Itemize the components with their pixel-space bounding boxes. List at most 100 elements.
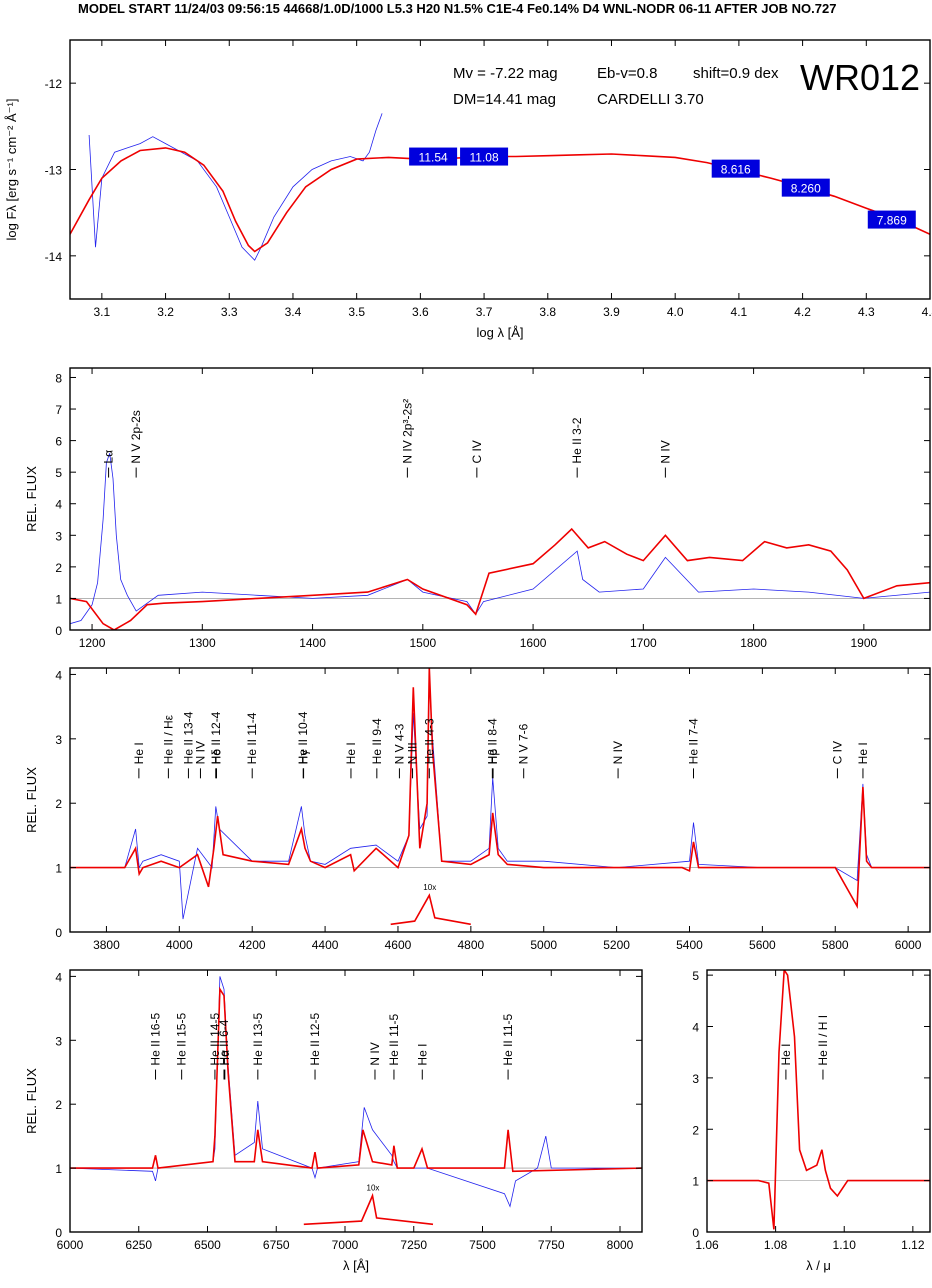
line-id-label: He II / H I (816, 1015, 830, 1066)
x-axis-label: λ [Å] (343, 1258, 369, 1273)
y-tick-label: 5 (692, 969, 699, 983)
plot-frame (69, 667, 931, 933)
panel-red: 10x 6000 6250 6500 6750 7000 7250 7500 7750 8000 0… (24, 969, 643, 1273)
line-id-label: N V 7-6 (517, 723, 531, 764)
line-id-label: He I (415, 1044, 429, 1066)
x-tick-label: 4400 (312, 938, 339, 952)
y-tick-label: 4 (692, 1021, 699, 1035)
x-tick-label: 6250 (125, 1238, 152, 1252)
line-id-label: He II 16-5 (149, 1013, 163, 1066)
x-tick-label: 5000 (530, 938, 557, 952)
y-tick-label: 4 (55, 498, 62, 512)
series-group (70, 976, 642, 1226)
x-tick-label: 5600 (749, 938, 776, 952)
y-tick-label: 5 (55, 466, 62, 480)
line-id-label: N III (406, 742, 420, 764)
photometry-label: 8.616 (721, 163, 751, 177)
star-name: WR012 (800, 57, 920, 98)
photometry-label: 7.869 (877, 214, 907, 228)
y-tick-label: 4 (55, 668, 62, 682)
line-id-label: N V 2p-2s (129, 410, 143, 463)
header-text: MODEL START 11/24/03 09:56:15 44668/1.0D… (78, 1, 836, 16)
ebv-annotation: Eb-v=0.8 (597, 65, 657, 82)
x-axis-label: log λ [Å] (477, 325, 524, 340)
y-tick-label: 4 (55, 970, 62, 984)
y-axis-label: log Fλ [erg s⁻¹ cm⁻² Å⁻¹] (4, 99, 19, 241)
model-spectrum-line (707, 970, 930, 1230)
x-tick-label: 6500 (194, 1238, 221, 1252)
y-tick-label: 2 (55, 1098, 62, 1112)
y-tick-label: 6 (55, 435, 62, 449)
panel-uv: 1200 1300 1400 1500 1600 1700 1800 1900 0 1 2 3 4 5 6 7… (24, 367, 931, 650)
x-tick-label: 4.1 (731, 305, 748, 319)
model-spectrum-line (70, 986, 642, 1173)
inset-10x-label: 10x (367, 1183, 380, 1192)
line-id-label: He I (132, 742, 146, 764)
x-tick-label: 4.0 (667, 305, 684, 319)
x-tick-label: 7750 (538, 1238, 565, 1252)
line-id-label: He II 12-5 (308, 1013, 322, 1066)
model-spectrum-line (70, 668, 930, 910)
y-tick-label: 1 (55, 592, 62, 606)
mv-annotation: Mv = -7.22 mag (453, 65, 558, 82)
x-tick-label: 1.08 (764, 1238, 788, 1252)
plot-frame (69, 367, 931, 631)
observed-spectrum-line (70, 453, 930, 625)
y-tick-label: 2 (692, 1123, 699, 1137)
line-id-label: He I (856, 742, 870, 764)
line-id-label: C IV (830, 741, 844, 764)
x-tick-label: 3.4 (285, 305, 302, 319)
x-tick-label: 4200 (239, 938, 266, 952)
x-tick-label: 3.5 (348, 305, 365, 319)
series-group (70, 668, 930, 926)
line-id-label: N IV (193, 741, 207, 764)
plot-frame (69, 969, 643, 1233)
y-tick-label: 2 (55, 797, 62, 811)
line-id-label: He II 4-3 (422, 718, 436, 764)
line-id-label: He II 12-4 (209, 711, 223, 764)
x-tick-label: 1600 (520, 636, 547, 650)
x-tick-label: 5400 (676, 938, 703, 952)
line-id-label: Hα (218, 1050, 232, 1066)
y-tick-label: 3 (55, 1034, 62, 1048)
x-tick-label: 4600 (385, 938, 412, 952)
x-tick-label: 4000 (166, 938, 193, 952)
photometry-box (460, 147, 509, 166)
y-tick-label: 0 (55, 1226, 62, 1240)
y-tick-label: -13 (45, 164, 63, 178)
x-tick-label: 5800 (822, 938, 849, 952)
x-tick-label: 3800 (93, 938, 120, 952)
y-tick-label: 1 (55, 1162, 62, 1176)
x-tick-label: 3.3 (221, 305, 238, 319)
y-tick-label: -14 (45, 250, 63, 264)
x-tick-label: 3.9 (603, 305, 620, 319)
line-id-label: He II 11-5 (387, 1013, 401, 1065)
y-tick-label: 8 (55, 371, 62, 385)
dm-annotation: DM=14.41 mag (453, 91, 556, 108)
line-id-label: He II / Hε (161, 714, 175, 764)
line-id-label: N IV (658, 440, 672, 463)
model-spectrum-line (70, 527, 930, 630)
line-id-label: He II 8-4 (485, 718, 499, 764)
observed-spectrum-line (70, 976, 642, 1208)
line-id-label: Lα (102, 450, 116, 464)
x-tick-label: 3.8 (539, 305, 556, 319)
x-tick-label: 1.10 (833, 1238, 857, 1252)
line-id-label: N IV (368, 1042, 382, 1065)
x-tick-label: 4.4 (922, 305, 932, 319)
series-group (70, 453, 930, 630)
x-tick-label: 1700 (630, 636, 657, 650)
line-id-label: He II 9-4 (370, 718, 384, 764)
x-tick-label: 4.2 (794, 305, 811, 319)
x-tick-label: 1500 (409, 636, 436, 650)
panel-optical: 10x 3800 4000 4200 4400 4600 4800 5000 5200 5400 5… (24, 667, 931, 952)
observed-spectrum-line (70, 680, 930, 920)
line-id-label: He I (779, 1044, 793, 1066)
line-id-label: He II 13-4 (181, 711, 195, 764)
y-axis-label: REL. FLUX (24, 466, 39, 532)
y-tick-label: 3 (692, 1072, 699, 1086)
line-id-label: He II 15-5 (175, 1013, 189, 1066)
line-id-label: He II 11-4 (245, 712, 259, 764)
